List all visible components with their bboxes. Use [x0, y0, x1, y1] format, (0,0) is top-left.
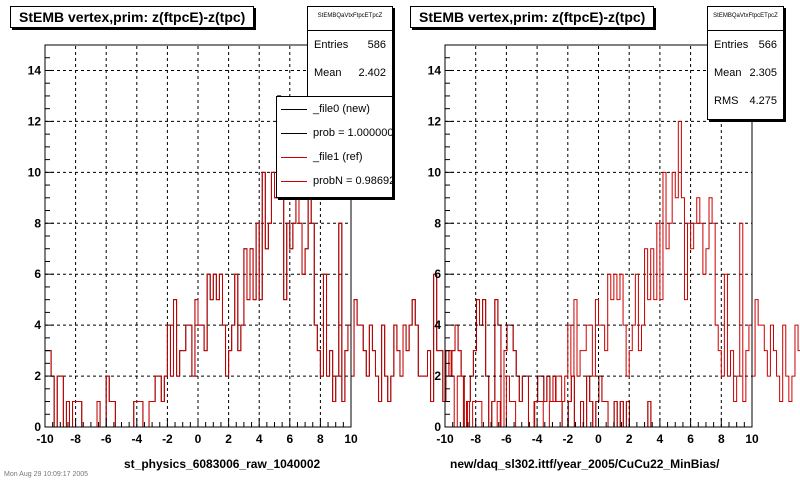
legend-entry-file1: _file1 (ref) [277, 145, 392, 169]
left-x-tick-label-7: 4 [256, 432, 263, 446]
left-y-tick-label-0: 0 [34, 420, 41, 434]
right-entries-value: 566 [758, 39, 777, 51]
right-x-axis-label: new/daq_sl302.ittf/year_2005/CuCu22_MinB… [450, 457, 720, 471]
left-y-tick-label-1: 2 [34, 369, 41, 383]
legend-label-file0: _file0 (new) [313, 103, 370, 115]
right-x-tick-label-10: 10 [745, 432, 759, 446]
left-mean-value: 2.402 [358, 67, 386, 79]
footer-timestamp: Mon Aug 29 10:09:17 2005 [4, 471, 89, 478]
right-x-tick-label-3: -4 [532, 432, 543, 446]
left-x-tick-label-4: -2 [162, 432, 173, 446]
left-title: StEMB vertex,prim: z(ftpcE)-z(tpc) [10, 6, 255, 28]
left-y-tick-label-5: 10 [28, 165, 42, 179]
left-stats-name: StEMBQaVtxFtpcETpcZ [308, 7, 392, 31]
right-title: StEMB vertex,prim: z(ftpcE)-z(tpc) [410, 6, 655, 28]
right-entries-label: Entries [714, 39, 749, 51]
left-x-tick-label-5: 0 [195, 432, 202, 446]
right-rms-value: 4.275 [749, 95, 777, 107]
left-y-tick-label-4: 8 [34, 216, 41, 230]
right-stats-name: StEMBQaVtxFtpcETpcZ [708, 7, 783, 31]
legend-line-prob [281, 132, 307, 134]
right-y-tick-label-4: 8 [434, 216, 441, 230]
right-x-tick-label-4: -2 [562, 432, 573, 446]
left-x-tick-label-3: -4 [131, 432, 142, 446]
right-series-0 [445, 120, 800, 428]
right-y-tick-label-6: 12 [428, 114, 442, 128]
legend: _file0 (new) prob = 1.000000 _file1 (ref… [276, 96, 393, 198]
left-x-tick-label-6: 2 [225, 432, 232, 446]
legend-label-probn: probN = 0.986923 [313, 175, 393, 187]
right-y-tick-label-2: 4 [434, 318, 441, 332]
left-x-tick-label-1: -8 [70, 432, 81, 446]
left-x-tick-label-9: 8 [317, 432, 324, 446]
right-x-tick-label-1: -8 [470, 432, 481, 446]
right-x-tick-label-8: 6 [687, 432, 694, 446]
left-x-tick-label-8: 6 [286, 432, 293, 446]
right-y-tick-label-7: 14 [428, 63, 442, 77]
right-mean-label: Mean [714, 67, 742, 79]
right-x-tick-label-6: 2 [626, 432, 633, 446]
legend-line-file1 [281, 156, 307, 158]
right-x-tick-label-2: -6 [501, 432, 512, 446]
legend-line-probn [281, 180, 307, 182]
right-x-tick-label-5: 0 [595, 432, 602, 446]
left-x-axis-label: st_physics_6083006_raw_1040002 [124, 457, 321, 471]
left-y-tick-label-6: 12 [28, 114, 42, 128]
left-y-tick-label-7: 14 [28, 63, 42, 77]
right-x-tick-label-7: 4 [657, 432, 664, 446]
legend-label-file1: _file1 (ref) [313, 151, 363, 163]
left-x-tick-label-0: -10 [36, 432, 54, 446]
right-rms-label: RMS [714, 95, 739, 107]
legend-line-file0 [281, 108, 307, 110]
left-x-tick-label-2: -6 [101, 432, 112, 446]
legend-label-prob: prob = 1.000000 [313, 127, 393, 139]
left-y-tick-label-2: 4 [34, 318, 41, 332]
legend-entry-file0: _file0 (new) [277, 97, 392, 121]
right-x-tick-label-9: 8 [718, 432, 725, 446]
right-y-tick-label-1: 2 [434, 369, 441, 383]
left-entries-value: 586 [367, 39, 386, 51]
right-y-tick-label-5: 10 [428, 165, 442, 179]
right-y-tick-label-3: 6 [434, 267, 441, 281]
left-x-tick-label-10: 10 [344, 432, 358, 446]
right-x-tick-label-0: -10 [436, 432, 454, 446]
right-y-tick-label-0: 0 [434, 420, 441, 434]
left-y-tick-label-3: 6 [34, 267, 41, 281]
legend-entry-probn: probN = 0.986923 [277, 169, 392, 193]
legend-entry-prob: prob = 1.000000 [277, 121, 392, 145]
right-stats-box: StEMBQaVtxFtpcETpcZ Entries 566 Mean 2.305… [707, 6, 784, 120]
left-entries-label: Entries [314, 39, 349, 51]
left-mean-label: Mean [314, 67, 342, 79]
right-mean-value: 2.305 [749, 67, 777, 79]
